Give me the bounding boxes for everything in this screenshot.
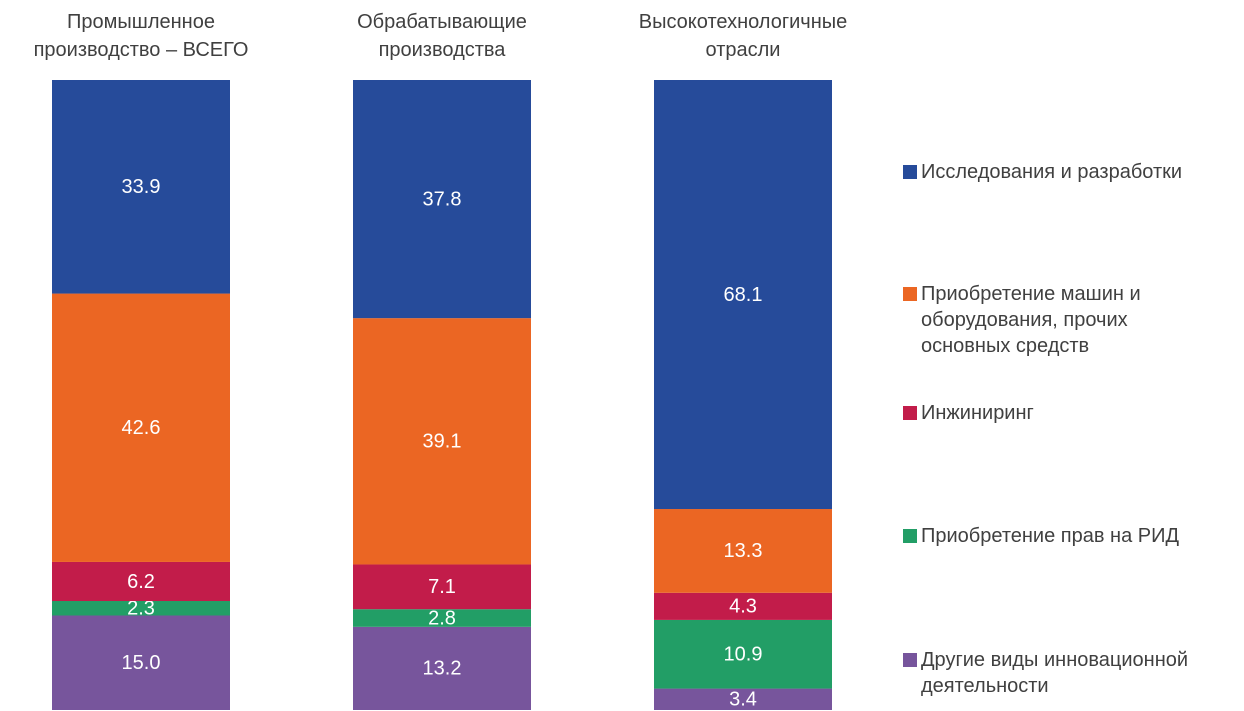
legend-swatch <box>903 529 917 543</box>
category-label: Промышленное производство – ВСЕГО <box>33 11 249 61</box>
legend-entry: Другие виды инновационной деятельности <box>903 647 1188 699</box>
bar-segment <box>52 601 230 616</box>
legend-label: Исследования и разработки <box>921 161 1183 183</box>
bar-segment <box>353 609 531 627</box>
data-label: 10.9 <box>724 644 763 666</box>
bar-segment <box>353 564 531 610</box>
legend-label: Приобретение машин и оборудования, прочи… <box>921 283 1141 357</box>
legend-swatch <box>903 287 917 301</box>
legend-swatch <box>903 406 917 420</box>
legend-label: Приобретение прав на РИД <box>921 525 1180 547</box>
bar-segment <box>654 80 832 510</box>
legend-label: Инжиниринг <box>921 402 1034 424</box>
data-label: 2.3 <box>127 598 155 620</box>
data-label: 3.4 <box>729 689 757 711</box>
data-label: 13.2 <box>423 658 462 680</box>
bar-segment <box>353 626 531 710</box>
legend-entry: Исследования и разработки <box>903 159 1182 185</box>
legend-entry: Инжиниринг <box>903 400 1034 426</box>
legend-label: Другие виды инновационной деятельности <box>921 649 1189 697</box>
bar-segment <box>52 615 230 710</box>
category-label: Обрабатывающие производства <box>357 11 527 61</box>
data-label: 68.1 <box>724 284 763 306</box>
bar-segment <box>654 619 832 689</box>
legend-entry: Приобретение машин и оборудования, прочи… <box>903 281 1141 359</box>
data-label: 15.0 <box>122 652 161 674</box>
data-label: 7.1 <box>428 576 456 598</box>
category-label: Высокотехнологичные отрасли <box>638 11 848 61</box>
bar-segment <box>353 80 531 319</box>
data-label: 4.3 <box>729 596 757 618</box>
data-label: 39.1 <box>423 431 462 453</box>
legend-entry: Приобретение прав на РИД <box>903 523 1179 549</box>
bar-segment <box>654 688 832 710</box>
bar-segment <box>52 293 230 562</box>
data-label: 13.3 <box>724 540 763 562</box>
bar-segment <box>52 80 230 294</box>
legend-swatch <box>903 653 917 667</box>
data-label: 6.2 <box>127 571 155 593</box>
data-label: 37.8 <box>423 188 462 210</box>
data-label: 2.8 <box>428 607 456 629</box>
bar-segment <box>654 509 832 593</box>
data-label: 33.9 <box>122 176 161 198</box>
data-label: 42.6 <box>122 417 161 439</box>
bar-segment <box>52 561 230 602</box>
legend-swatch <box>903 165 917 179</box>
bar-segment <box>654 592 832 620</box>
bar-segment <box>353 318 531 565</box>
